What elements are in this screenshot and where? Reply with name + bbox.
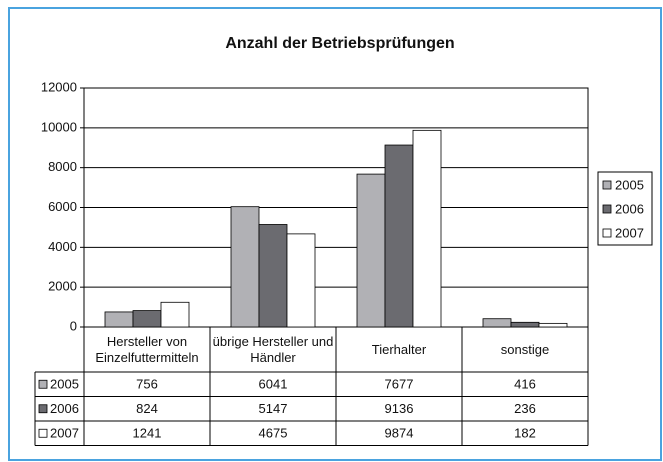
table-value: 416: [514, 377, 536, 392]
y-tick-label: 4000: [48, 239, 77, 254]
y-tick-label: 0: [70, 318, 77, 333]
x-tick-label: übrige Hersteller und Händler: [212, 333, 334, 365]
y-tick-label: 10000: [41, 119, 77, 134]
table-value: 756: [136, 377, 158, 392]
bar: [258, 224, 288, 328]
table-key: [38, 404, 48, 414]
y-tick-label: 2000: [48, 279, 77, 294]
table-key: [38, 379, 48, 389]
legend-label: 2005: [615, 177, 644, 192]
bar: [286, 233, 316, 328]
y-tick-label: 8000: [48, 159, 77, 174]
table-value: 7677: [385, 377, 414, 392]
table-value: 6041: [259, 377, 288, 392]
table-value: 182: [514, 426, 536, 441]
x-tick-label: Tierhalter: [371, 341, 427, 357]
y-tick-label: 12000: [41, 79, 77, 94]
bar: [356, 173, 386, 328]
legend-label: 2006: [615, 201, 644, 216]
table-value: 9874: [385, 426, 414, 441]
legend-key: [602, 204, 612, 214]
table-value: 1241: [133, 426, 162, 441]
frame: [8, 7, 662, 461]
x-tick-label: Hersteller von Einzelfuttermitteln: [95, 333, 199, 365]
table-row-label: 2005: [50, 377, 79, 392]
table-row-label: 2006: [50, 401, 79, 416]
table-value: 236: [514, 401, 536, 416]
table-key: [38, 428, 48, 438]
bar: [160, 301, 190, 328]
bar: [412, 129, 442, 328]
chart-title: Anzahl der Betriebsprüfungen: [225, 35, 454, 52]
bar: [132, 310, 162, 328]
legend-label: 2007: [615, 225, 644, 240]
table-value: 9136: [385, 401, 414, 416]
legend-key: [602, 228, 612, 238]
bar: [384, 144, 414, 328]
table-value: 5147: [259, 401, 288, 416]
x-tick-label: sonstige: [500, 341, 550, 357]
table-value: 824: [136, 401, 158, 416]
bar: [482, 318, 512, 328]
table-value: 4675: [259, 426, 288, 441]
bar: [104, 311, 134, 328]
legend-key: [602, 180, 612, 190]
bar: [230, 206, 260, 328]
table-row-label: 2007: [50, 426, 79, 441]
bar: [538, 322, 568, 328]
y-tick-label: 6000: [48, 199, 77, 214]
